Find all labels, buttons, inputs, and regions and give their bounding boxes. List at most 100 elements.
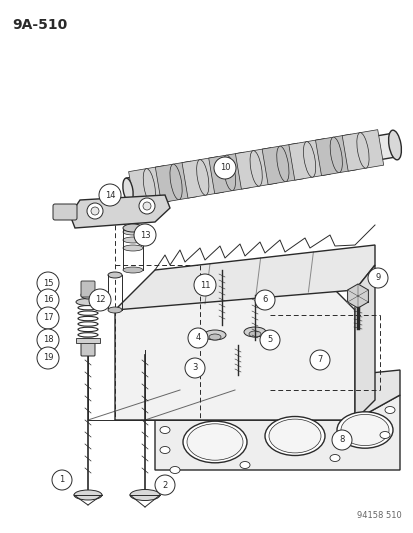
Ellipse shape xyxy=(183,421,247,463)
Circle shape xyxy=(367,268,387,288)
Ellipse shape xyxy=(209,334,221,340)
Circle shape xyxy=(331,430,351,450)
Circle shape xyxy=(87,203,103,219)
Circle shape xyxy=(91,207,99,215)
Polygon shape xyxy=(354,265,374,420)
Polygon shape xyxy=(315,134,356,176)
Text: 19: 19 xyxy=(43,353,53,362)
Ellipse shape xyxy=(329,455,339,462)
Bar xyxy=(76,338,100,343)
Ellipse shape xyxy=(388,130,401,160)
Ellipse shape xyxy=(329,137,342,173)
Polygon shape xyxy=(128,166,170,207)
Ellipse shape xyxy=(108,307,122,313)
Circle shape xyxy=(188,328,207,348)
Circle shape xyxy=(142,202,151,210)
Circle shape xyxy=(37,272,59,294)
Ellipse shape xyxy=(249,151,261,186)
Circle shape xyxy=(154,475,175,495)
Circle shape xyxy=(37,307,59,329)
Ellipse shape xyxy=(123,267,142,273)
Ellipse shape xyxy=(159,426,170,433)
Text: 8: 8 xyxy=(339,435,344,445)
Ellipse shape xyxy=(379,432,389,439)
Ellipse shape xyxy=(223,155,235,191)
Text: 94158 510: 94158 510 xyxy=(356,511,401,520)
Ellipse shape xyxy=(336,412,392,448)
Circle shape xyxy=(134,224,156,246)
Polygon shape xyxy=(261,143,303,184)
Circle shape xyxy=(194,274,216,296)
Ellipse shape xyxy=(123,229,142,235)
Text: 11: 11 xyxy=(199,280,210,289)
Circle shape xyxy=(37,347,59,369)
Ellipse shape xyxy=(123,237,142,243)
Circle shape xyxy=(185,358,204,378)
Circle shape xyxy=(37,289,59,311)
Polygon shape xyxy=(70,195,170,228)
Text: 13: 13 xyxy=(139,230,150,239)
Text: 6: 6 xyxy=(262,295,267,304)
Ellipse shape xyxy=(243,327,266,337)
Ellipse shape xyxy=(123,224,142,232)
Circle shape xyxy=(99,184,121,206)
Ellipse shape xyxy=(248,331,260,337)
Circle shape xyxy=(52,470,72,490)
Polygon shape xyxy=(154,395,399,470)
FancyBboxPatch shape xyxy=(81,281,95,297)
Circle shape xyxy=(309,350,329,370)
Polygon shape xyxy=(347,284,368,308)
FancyBboxPatch shape xyxy=(81,342,95,356)
Ellipse shape xyxy=(81,291,95,299)
Polygon shape xyxy=(115,245,374,310)
Polygon shape xyxy=(208,152,249,193)
Text: 9A-510: 9A-510 xyxy=(12,18,67,32)
Text: 5: 5 xyxy=(267,335,272,344)
Polygon shape xyxy=(126,133,396,202)
Ellipse shape xyxy=(276,146,288,182)
Polygon shape xyxy=(288,139,330,180)
Ellipse shape xyxy=(159,447,170,454)
FancyBboxPatch shape xyxy=(53,204,77,220)
Ellipse shape xyxy=(187,424,242,460)
Circle shape xyxy=(254,290,274,310)
Text: 14: 14 xyxy=(104,190,115,199)
Ellipse shape xyxy=(76,298,100,305)
Ellipse shape xyxy=(196,159,209,195)
Polygon shape xyxy=(182,157,223,198)
Ellipse shape xyxy=(130,489,159,500)
Circle shape xyxy=(214,157,235,179)
Circle shape xyxy=(259,330,279,350)
Polygon shape xyxy=(235,148,276,189)
Text: 12: 12 xyxy=(95,295,105,304)
Polygon shape xyxy=(342,130,383,171)
Text: 17: 17 xyxy=(43,313,53,322)
Ellipse shape xyxy=(143,168,155,204)
Circle shape xyxy=(37,329,59,351)
Ellipse shape xyxy=(123,178,133,202)
Text: 4: 4 xyxy=(195,334,200,343)
Ellipse shape xyxy=(384,407,394,414)
Text: 16: 16 xyxy=(43,295,53,304)
Ellipse shape xyxy=(303,142,315,177)
Polygon shape xyxy=(155,161,196,203)
Text: 15: 15 xyxy=(43,279,53,287)
Ellipse shape xyxy=(170,466,180,473)
Text: 1: 1 xyxy=(59,475,64,484)
Text: 9: 9 xyxy=(375,273,380,282)
Circle shape xyxy=(139,198,154,214)
Ellipse shape xyxy=(340,414,388,446)
Polygon shape xyxy=(115,285,354,420)
Ellipse shape xyxy=(356,133,368,168)
Ellipse shape xyxy=(240,462,249,469)
Ellipse shape xyxy=(204,330,225,340)
Text: 10: 10 xyxy=(219,164,230,173)
Ellipse shape xyxy=(108,272,122,278)
Text: 18: 18 xyxy=(43,335,53,344)
Circle shape xyxy=(89,289,111,311)
Text: 2: 2 xyxy=(162,481,167,489)
Ellipse shape xyxy=(268,419,320,453)
Text: 7: 7 xyxy=(316,356,322,365)
Ellipse shape xyxy=(74,490,102,500)
Polygon shape xyxy=(115,370,399,420)
